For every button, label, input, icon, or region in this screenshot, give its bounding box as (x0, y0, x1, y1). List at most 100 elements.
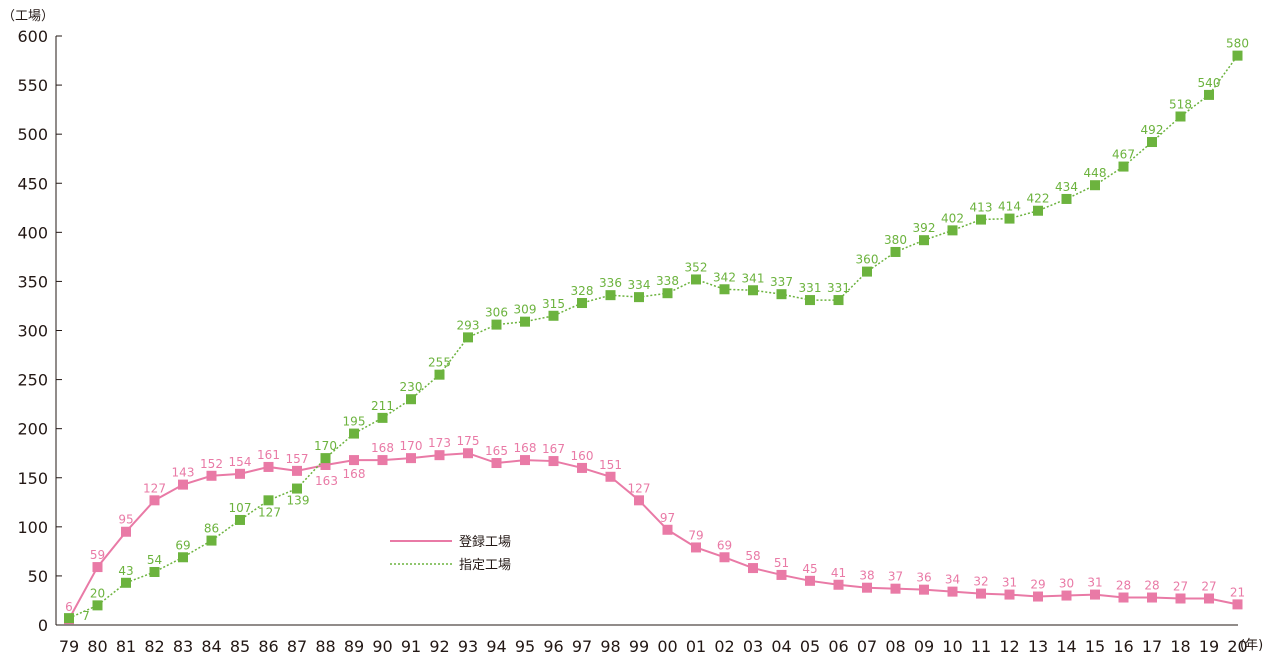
y-tick-label: 450 (17, 174, 48, 193)
data-point (149, 495, 160, 506)
data-point (149, 566, 160, 577)
data-label: 69 (717, 538, 732, 552)
data-point (377, 455, 388, 466)
data-point (178, 479, 188, 490)
data-label: 152 (200, 457, 223, 471)
data-point (206, 470, 217, 481)
x-tick-label: 91 (401, 637, 421, 656)
data-label: 36 (916, 571, 931, 585)
data-point (520, 316, 530, 327)
data-label: 492 (1141, 123, 1164, 137)
data-point (548, 310, 559, 321)
x-tick-label: 15 (1085, 637, 1105, 656)
data-point (434, 450, 445, 461)
data-label: 413 (970, 201, 993, 215)
data-point (1147, 592, 1157, 603)
data-label: 31 (1087, 576, 1102, 590)
data-label: 422 (1027, 192, 1050, 206)
data-label: 331 (799, 281, 822, 295)
data-point (947, 586, 958, 597)
data-label: 32 (973, 575, 988, 589)
data-label: 309 (514, 303, 537, 317)
data-point (805, 295, 815, 306)
x-tick-label: 13 (1028, 637, 1048, 656)
data-label: 334 (628, 278, 651, 292)
data-label: 168 (371, 441, 394, 455)
x-tick-label: 97 (572, 637, 592, 656)
data-label: 352 (685, 260, 708, 274)
data-point (1118, 161, 1129, 172)
data-label: 402 (941, 211, 964, 225)
data-label: 95 (118, 513, 133, 527)
data-point (805, 575, 815, 586)
data-point (434, 369, 445, 380)
data-label: 27 (1173, 579, 1188, 593)
data-label: 54 (147, 553, 162, 567)
data-label: 28 (1116, 579, 1131, 593)
x-tick-label: 00 (657, 637, 677, 656)
x-axis: 79 80 81 82 83 84 85 86 87 88 89 90 91 92 93 94 95 96 97 98… (56, 624, 1248, 656)
data-point (1004, 589, 1015, 600)
data-label: 168 (514, 441, 537, 455)
x-tick-label: 11 (971, 637, 991, 656)
data-point (919, 235, 929, 246)
data-point (1061, 193, 1072, 204)
data-label: 143 (172, 466, 195, 480)
data-point (719, 552, 730, 563)
series-line (68, 55, 1239, 619)
x-tick-label: 88 (315, 637, 335, 656)
x-tick-label: 95 (515, 637, 535, 656)
data-label: 331 (827, 281, 850, 295)
x-tick-label: 06 (828, 637, 848, 656)
data-label: 79 (688, 528, 703, 542)
data-label: 414 (998, 200, 1021, 214)
data-point (320, 453, 331, 464)
data-point (92, 600, 103, 611)
data-label: 338 (656, 274, 679, 288)
data-point (634, 495, 644, 506)
x-tick-label: 20 (1227, 637, 1247, 656)
data-label: 168 (343, 467, 366, 481)
data-point (206, 535, 217, 546)
data-point (890, 246, 901, 257)
data-label: 467 (1112, 148, 1135, 162)
data-label: 392 (913, 221, 936, 235)
data-point (463, 332, 473, 343)
x-tick-label: 82 (144, 637, 164, 656)
data-point (976, 214, 986, 225)
data-label: 154 (229, 455, 252, 469)
data-label: 255 (428, 356, 451, 370)
data-point (64, 613, 74, 624)
data-label: 293 (457, 318, 480, 332)
data-point (634, 292, 644, 303)
data-label: 306 (485, 306, 508, 320)
y-tick-label: 400 (17, 223, 48, 242)
x-tick-label: 04 (771, 637, 791, 656)
x-tick-label: 96 (543, 637, 563, 656)
data-label: 170 (314, 439, 337, 453)
y-tick-label: 0 (38, 616, 48, 635)
data-point (862, 266, 872, 277)
data-point (121, 577, 131, 588)
data-label: 29 (1030, 578, 1045, 592)
data-label: 58 (745, 549, 760, 563)
data-label: 59 (90, 548, 105, 562)
y-tick-label: 150 (17, 469, 48, 488)
data-point (1232, 599, 1243, 610)
x-axis-unit: (年) (1240, 638, 1263, 653)
data-point (748, 563, 758, 574)
data-point (292, 483, 302, 494)
data-label: 342 (713, 270, 736, 284)
data-label: 86 (204, 522, 219, 536)
x-tick-label: 07 (857, 637, 877, 656)
legend: 登録工場 指定工場 (390, 535, 511, 573)
x-tick-label: 08 (885, 637, 905, 656)
data-point (662, 288, 673, 299)
data-point (1175, 593, 1186, 604)
data-label: 380 (884, 233, 907, 247)
y-tick-label: 200 (17, 420, 48, 439)
data-point (976, 588, 986, 599)
data-label: 28 (1144, 579, 1159, 593)
data-point (1147, 137, 1157, 148)
data-label: 341 (742, 271, 765, 285)
